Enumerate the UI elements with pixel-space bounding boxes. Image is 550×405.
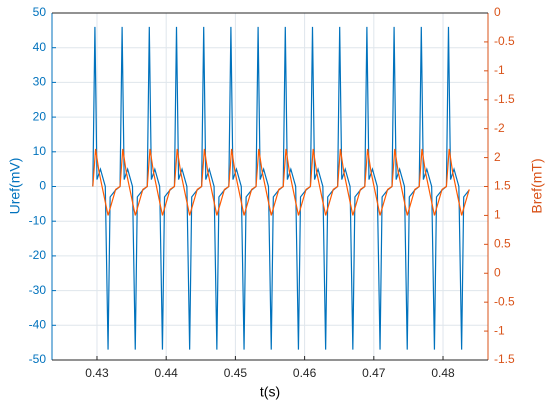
y2-axis-label: Bref(mT)	[529, 158, 545, 213]
x-axis-label: t(s)	[260, 384, 280, 400]
y2-tick-label: 0.5	[494, 237, 511, 251]
y-tick-label: 40	[33, 40, 47, 54]
y2-tick-label: 0	[494, 5, 501, 19]
y2-tick-label: 1.5	[494, 179, 511, 193]
y2-tick-label: 2	[494, 150, 501, 164]
y-tick-label: 20	[33, 109, 47, 123]
y-tick-label: -40	[29, 317, 47, 331]
x-tick-label: 0.45	[224, 366, 248, 380]
x-tick-label: 0.46	[293, 366, 317, 380]
x-tick-label: 0.43	[85, 366, 109, 380]
y2-tick-label: 1	[494, 208, 501, 222]
y2-tick-label: -0.5	[494, 34, 515, 48]
series-line	[92, 148, 470, 216]
y2-tick-label: -1	[494, 63, 505, 77]
y-tick-label: 30	[33, 75, 47, 89]
y-tick-label: -30	[29, 283, 47, 297]
y-tick-label: -10	[29, 213, 47, 227]
y-tick-label: -20	[29, 248, 47, 262]
y-axis-label: Uref(mV)	[7, 158, 23, 215]
y2-tick-label: 0	[494, 265, 501, 279]
y-tick-label: 0	[39, 179, 46, 193]
y-tick-label: 10	[33, 144, 47, 158]
y2-tick-label: -2	[494, 121, 505, 135]
y2-tick-label: -1.5	[494, 92, 515, 106]
x-tick-label: 0.48	[431, 366, 455, 380]
y2-tick-label: -1.5	[494, 352, 515, 366]
x-tick-label: 0.47	[362, 366, 386, 380]
y-tick-label: -50	[29, 352, 47, 366]
y-tick-label: 50	[33, 5, 47, 19]
y2-tick-label: -1	[494, 323, 505, 337]
x-tick-label: 0.44	[155, 366, 179, 380]
y2-tick-label: -0.5	[494, 294, 515, 308]
